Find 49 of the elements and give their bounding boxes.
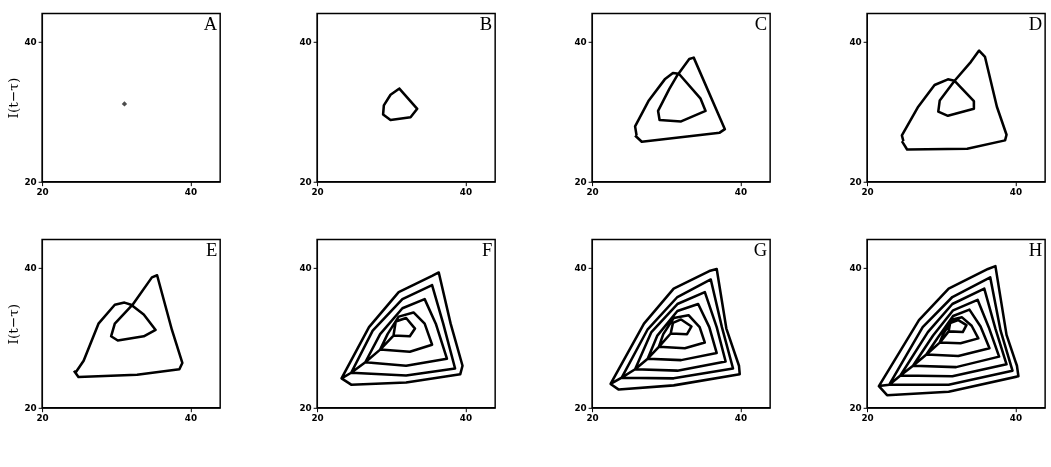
line-series xyxy=(633,56,727,144)
x-tick-label: 20 xyxy=(311,413,324,424)
x-tick-label: 20 xyxy=(586,186,599,197)
line-series xyxy=(340,271,464,386)
chart-title: H xyxy=(1028,239,1043,261)
chart-title: C xyxy=(754,13,768,35)
chart-title: D xyxy=(1028,13,1043,35)
chart-title: F xyxy=(481,239,493,261)
y-tick-label: 20 xyxy=(574,177,587,188)
y-tick-label: 40 xyxy=(849,262,862,273)
y-tick-label: 40 xyxy=(24,36,37,47)
x-tick-label: 40 xyxy=(1009,413,1023,424)
x-tick-label: 20 xyxy=(36,186,49,197)
y-axis-title: I(t−τ) xyxy=(4,77,21,119)
y-tick-label: 20 xyxy=(24,403,37,414)
x-tick-label: 40 xyxy=(459,413,473,424)
chart-title: A xyxy=(203,13,218,35)
line-series xyxy=(72,273,184,379)
y-tick-label: 20 xyxy=(849,403,862,414)
y-tick-label: 20 xyxy=(24,177,37,188)
x-tick-label: 40 xyxy=(184,413,198,424)
x-tick-label: 40 xyxy=(459,186,473,197)
y-tick-label: 40 xyxy=(574,36,587,47)
y-tick-label: 20 xyxy=(299,403,312,414)
chart-title: B xyxy=(479,13,493,35)
x-tick-label: 20 xyxy=(586,413,599,424)
y-tick-label: 40 xyxy=(299,262,312,273)
y-tick-label: 40 xyxy=(849,36,862,47)
line-series xyxy=(381,86,419,122)
x-tick-label: 20 xyxy=(36,413,49,424)
x-tick-label: 40 xyxy=(734,413,748,424)
x-tick-label: 20 xyxy=(311,186,324,197)
line-series xyxy=(877,264,1020,397)
line-series xyxy=(609,267,741,391)
line-series xyxy=(900,49,1008,151)
x-tick-label: 40 xyxy=(1009,186,1023,197)
y-tick-label: 20 xyxy=(574,403,587,414)
x-tick-label: 20 xyxy=(861,413,874,424)
x-tick-label: 40 xyxy=(734,186,748,197)
x-tick-label: 40 xyxy=(184,186,198,197)
y-tick-label: 40 xyxy=(24,262,37,273)
chart-title: E xyxy=(205,239,218,261)
y-tick-label: 20 xyxy=(849,177,862,188)
y-axis-title: I(t−τ) xyxy=(4,303,21,345)
chart-title: G xyxy=(753,239,768,261)
y-tick-label: 40 xyxy=(299,36,312,47)
x-tick-label: 20 xyxy=(861,186,874,197)
y-tick-label: 20 xyxy=(299,177,312,188)
y-tick-label: 40 xyxy=(574,262,587,273)
